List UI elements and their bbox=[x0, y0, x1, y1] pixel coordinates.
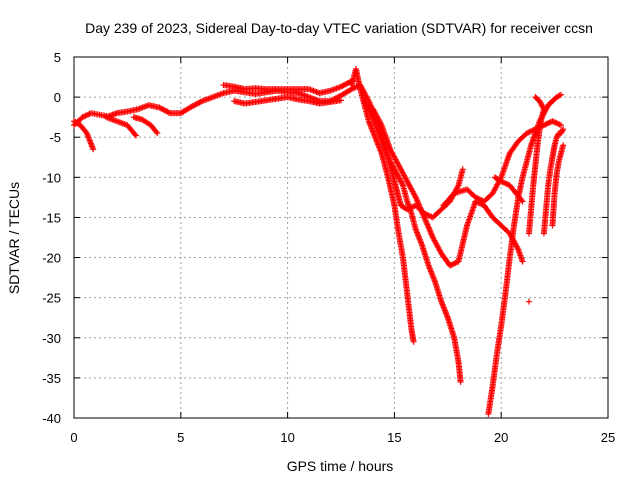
x-tick-label: 25 bbox=[601, 430, 615, 445]
data-marks bbox=[71, 66, 567, 417]
plot-frame bbox=[73, 56, 609, 419]
y-tick-label: 5 bbox=[54, 50, 61, 65]
x-tick-label: 5 bbox=[177, 430, 184, 445]
series-track-a bbox=[71, 82, 466, 221]
data-point bbox=[560, 142, 567, 149]
series-track-m bbox=[525, 94, 547, 237]
series-track-f bbox=[231, 94, 344, 107]
series-track-b bbox=[71, 118, 97, 153]
x-tick-label: 20 bbox=[494, 430, 508, 445]
series-track-c bbox=[103, 114, 139, 139]
data-point bbox=[559, 127, 566, 134]
data-point bbox=[90, 146, 97, 153]
data-point bbox=[132, 132, 139, 139]
data-point bbox=[519, 198, 526, 205]
data-point bbox=[560, 126, 567, 133]
data-point bbox=[131, 131, 138, 138]
series-track-i bbox=[370, 106, 526, 269]
data-point bbox=[558, 91, 565, 98]
x-axis-label: GPS time / hours bbox=[287, 458, 394, 474]
y-tick-label: 0 bbox=[54, 90, 61, 105]
series-track-o bbox=[549, 142, 567, 229]
data-point bbox=[165, 109, 172, 116]
series-track-k bbox=[485, 91, 565, 417]
y-axis-label: SDTVAR / TECUs bbox=[6, 182, 22, 294]
data-point bbox=[532, 94, 539, 101]
x-tick-label: 10 bbox=[280, 430, 294, 445]
y-tick-label: -15 bbox=[42, 210, 61, 225]
data-point bbox=[459, 166, 466, 173]
data-point bbox=[399, 181, 406, 188]
data-point bbox=[410, 338, 417, 345]
grid-layer bbox=[74, 57, 608, 418]
y-tick-label: -30 bbox=[42, 331, 61, 346]
data-point bbox=[338, 97, 344, 104]
data-point bbox=[558, 122, 565, 129]
series-outlier bbox=[525, 298, 532, 305]
series-track-e bbox=[220, 78, 355, 97]
data-point bbox=[518, 197, 525, 204]
chart-title: Day 239 of 2023, Sidereal Day-to-day VTE… bbox=[85, 20, 593, 36]
y-tick-label: -5 bbox=[49, 130, 61, 145]
data-point bbox=[533, 95, 540, 102]
y-tick-label: -40 bbox=[42, 411, 61, 426]
series-track-n bbox=[540, 126, 567, 237]
x-tick-label: 0 bbox=[70, 430, 77, 445]
y-tick-label: -20 bbox=[42, 251, 61, 266]
series-track-h bbox=[361, 98, 464, 385]
y-tick-label: -10 bbox=[42, 170, 61, 185]
x-tick-label: 15 bbox=[387, 430, 401, 445]
data-point bbox=[519, 258, 526, 265]
data-point bbox=[153, 128, 160, 135]
series-track-d bbox=[130, 114, 161, 137]
y-tick-label: -25 bbox=[42, 291, 61, 306]
tick-layer: 0 5 10 15 20 25 5 0 -5 -10 -15 -20 -25 -30 -35 -40 bbox=[42, 50, 615, 445]
series-track-l bbox=[491, 174, 526, 205]
data-point bbox=[555, 131, 562, 138]
data-point bbox=[154, 130, 161, 137]
data-point bbox=[525, 298, 532, 305]
y-tick-label: -35 bbox=[42, 371, 61, 386]
data-point bbox=[197, 98, 204, 105]
data-point bbox=[457, 378, 464, 385]
